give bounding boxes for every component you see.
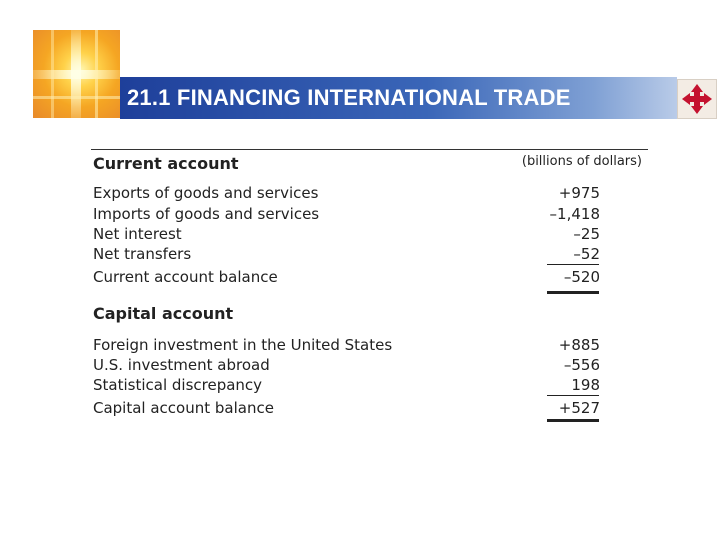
row-value: –1,418 — [549, 205, 600, 223]
four-arrows-icon — [682, 84, 712, 114]
row-label: U.S. investment abroad — [93, 356, 270, 374]
row-value: +527 — [558, 399, 600, 417]
title-bar: 21.1 FINANCING INTERNATIONAL TRADE — [120, 77, 677, 119]
table-top-rule — [91, 149, 648, 150]
row-label: Statistical discrepancy — [93, 376, 263, 394]
row-value: +885 — [558, 336, 600, 354]
row-label: Current account balance — [93, 268, 278, 286]
row-label: Net transfers — [93, 245, 192, 263]
four-arrows-navigation-icon[interactable] — [677, 79, 717, 119]
row-label: Net interest — [93, 225, 182, 243]
row-value: –52 — [573, 245, 600, 263]
row-value: –556 — [563, 356, 600, 374]
row-label: Foreign investment in the United States — [93, 336, 393, 354]
row-value: –25 — [573, 225, 600, 243]
row-label: Exports of goods and services — [93, 184, 319, 202]
capital-account-heading: Capital account — [93, 304, 234, 323]
total-rule — [547, 419, 599, 422]
row-value: 198 — [571, 376, 600, 394]
row-label: Imports of goods and services — [93, 205, 320, 223]
row-value: +975 — [558, 184, 600, 202]
row-value: –520 — [563, 268, 600, 286]
subtotal-rule — [547, 264, 599, 265]
row-label: Capital account balance — [93, 399, 274, 417]
page-title: 21.1 FINANCING INTERNATIONAL TRADE — [127, 85, 571, 110]
subtotal-rule — [547, 395, 599, 396]
total-rule — [547, 291, 599, 294]
current-account-heading: Current account — [93, 154, 239, 173]
unit-label: (billions of dollars) — [521, 154, 642, 169]
golden-cross-logo-icon — [33, 30, 120, 118]
